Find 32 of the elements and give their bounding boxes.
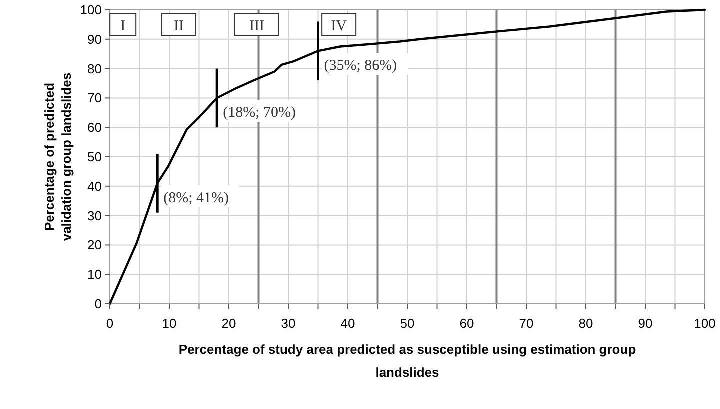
y-tick-label: 70 xyxy=(88,90,102,106)
annotation: III xyxy=(249,18,264,35)
x-tick-label: 100 xyxy=(694,316,716,331)
x-tick-label: 10 xyxy=(162,316,177,331)
x-tick-label: 40 xyxy=(340,316,356,331)
y-tick-label: 30 xyxy=(88,208,102,224)
x-tick-label: 80 xyxy=(578,316,594,331)
y-tick-label: 10 xyxy=(88,267,102,282)
x-axis-title: Percentage of study area predicted as susceptible using estimation group landslides xyxy=(178,342,636,380)
annotation: (35%; 86%) xyxy=(324,58,398,74)
annotation: I xyxy=(120,18,126,35)
x-tick-label: 60 xyxy=(460,316,474,331)
y-tick-label: 50 xyxy=(88,150,102,164)
annotation: (8%; 41%) xyxy=(164,190,230,206)
annotation: (18%; 70%) xyxy=(223,105,296,122)
x-tick-label: 20 xyxy=(222,316,236,331)
x-tick-label: 50 xyxy=(400,316,415,331)
annotation: II xyxy=(174,18,184,35)
y-tick-label: 60 xyxy=(88,120,102,136)
y-tick-label: 80 xyxy=(88,61,102,76)
y-tick-label: 90 xyxy=(88,32,102,47)
x-tick-label: 30 xyxy=(281,316,296,331)
line-series xyxy=(108,8,706,306)
y-tick-label: 100 xyxy=(80,2,102,18)
x-tick-label: 90 xyxy=(638,316,653,331)
y-axis-title: Percentage of predicted validation group landslides xyxy=(42,72,74,242)
x-tick-label: 0 xyxy=(106,316,114,331)
y-tick-label: 40 xyxy=(88,178,102,194)
y-tick-label: 20 xyxy=(88,238,102,253)
annotation: IV xyxy=(331,18,348,35)
y-tick-label: 0 xyxy=(94,296,102,312)
x-tick-label: 70 xyxy=(519,316,534,331)
